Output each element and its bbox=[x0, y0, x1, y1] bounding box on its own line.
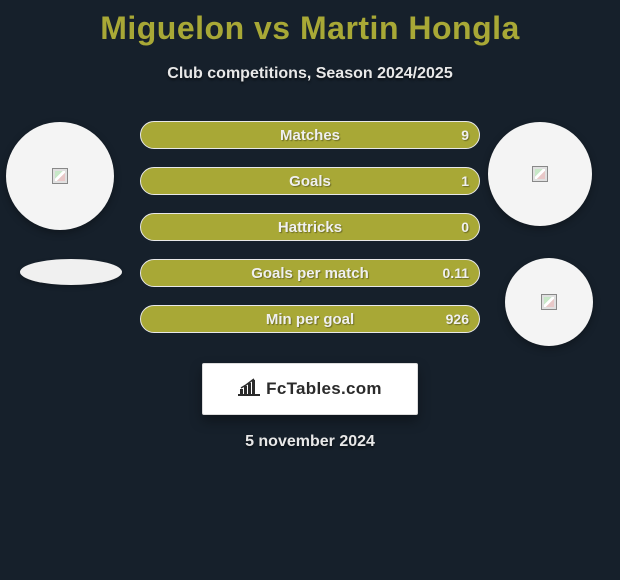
subtitle: Club competitions, Season 2024/2025 bbox=[0, 65, 620, 83]
stat-label: Matches bbox=[280, 127, 340, 144]
logo-box: FcTables.com bbox=[202, 363, 418, 415]
avatar-shadow-left bbox=[20, 259, 122, 285]
logo-text: FcTables.com bbox=[266, 379, 382, 399]
stat-label: Hattricks bbox=[278, 219, 342, 236]
stat-value: 1 bbox=[461, 173, 469, 189]
player-avatar-right bbox=[488, 122, 592, 226]
date: 5 november 2024 bbox=[0, 433, 620, 451]
stats-list: Matches 9 Goals 1 Hattricks 0 Goals per … bbox=[140, 121, 480, 333]
stat-value: 9 bbox=[461, 127, 469, 143]
stat-value: 0 bbox=[461, 219, 469, 235]
broken-image-icon bbox=[532, 166, 548, 182]
stat-row: Matches 9 bbox=[140, 121, 480, 149]
stat-row: Min per goal 926 bbox=[140, 305, 480, 333]
player-avatar-right-secondary bbox=[505, 258, 593, 346]
stat-row: Goals 1 bbox=[140, 167, 480, 195]
stat-label: Goals per match bbox=[251, 265, 369, 282]
stat-label: Min per goal bbox=[266, 311, 354, 328]
broken-image-icon bbox=[52, 168, 68, 184]
stat-row: Hattricks 0 bbox=[140, 213, 480, 241]
stat-value: 926 bbox=[446, 311, 469, 327]
broken-image-icon bbox=[541, 294, 557, 310]
page-title: Miguelon vs Martin Hongla bbox=[0, 0, 620, 47]
bars-chart-icon bbox=[238, 378, 260, 401]
stat-row: Goals per match 0.11 bbox=[140, 259, 480, 287]
player-avatar-left bbox=[6, 122, 114, 230]
stat-value: 0.11 bbox=[443, 265, 469, 281]
stat-label: Goals bbox=[289, 173, 331, 190]
